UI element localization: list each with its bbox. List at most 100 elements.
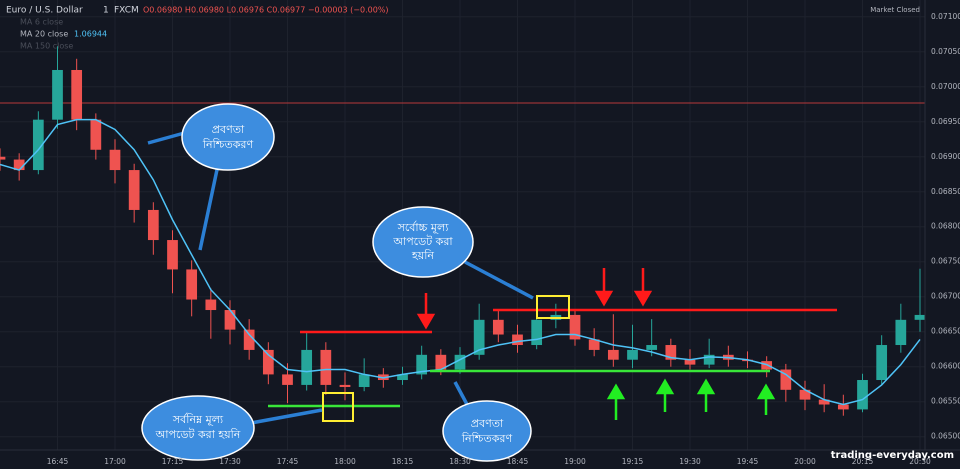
candle-body [397, 374, 408, 381]
x-tick-label: 19:30 [679, 457, 701, 466]
y-tick-label: 0.06800 [931, 222, 960, 231]
y-tick-label: 0.06850 [931, 187, 960, 196]
down-arrows [416, 268, 653, 330]
grid [0, 0, 925, 450]
x-tick-label: 17:15 [162, 457, 184, 466]
candle-body [895, 319, 907, 346]
candle-body [339, 384, 351, 388]
up-arrows [606, 378, 776, 420]
x-tick-label: 19:15 [622, 457, 644, 466]
candle-body [531, 319, 543, 346]
candle-body [52, 69, 63, 120]
candle-body [243, 329, 255, 350]
x-tick-label: 19:00 [564, 457, 586, 466]
y-tick-label: 0.06500 [931, 432, 960, 441]
candle-body [876, 345, 888, 381]
candle-body [186, 269, 198, 300]
candle-body [607, 349, 619, 360]
candle-body [147, 209, 159, 241]
candle-body [320, 349, 332, 385]
candle-body [837, 404, 849, 410]
candle-body [32, 119, 44, 171]
candle-body [703, 354, 715, 365]
candle-body [857, 380, 868, 410]
candle-body [205, 299, 217, 311]
candle-body [71, 69, 83, 120]
indicator-legend: MA 150 close [20, 42, 73, 51]
symbol-title: Euro / U.S. Dollar [6, 6, 83, 16]
candle-body [224, 310, 236, 330]
candle-body [435, 354, 447, 370]
candle-body [167, 240, 178, 270]
x-tick-label: 20:00 [794, 457, 816, 466]
x-tick-label: 16:45 [47, 457, 69, 466]
watermark: trading-everyday.com [831, 450, 954, 461]
candle-body [914, 314, 926, 320]
candle-body [128, 170, 140, 210]
interval: 1 [103, 6, 109, 16]
candle-body [627, 349, 638, 360]
candle-body [282, 374, 293, 385]
cloud-text: সর্বনিম্ন মূল্য [172, 413, 224, 426]
candle-body [818, 399, 830, 405]
candle-body [301, 349, 313, 385]
x-tick-label: 18:45 [507, 457, 529, 466]
candle-body [665, 345, 677, 360]
cloud-text: হয়নি [411, 249, 434, 262]
x-tick-label: 18:30 [449, 457, 471, 466]
y-tick-label: 0.07100 [931, 12, 960, 21]
candle-body [569, 314, 581, 340]
candle-body [588, 339, 600, 350]
x-tick-label: 18:00 [334, 457, 356, 466]
candle-body [799, 389, 811, 400]
candle-body [13, 159, 25, 171]
y-tick-label: 0.06550 [931, 397, 960, 406]
ma-line [0, 118, 921, 406]
y-tick-label: 0.06750 [931, 257, 960, 266]
candle-body [0, 156, 6, 160]
indicator-value: 1.06944 [74, 30, 107, 39]
candle-body [262, 349, 274, 375]
candle-body [780, 369, 792, 390]
x-tick-label: 19:45 [737, 457, 759, 466]
candle-body [358, 374, 370, 388]
highlight-box [536, 295, 570, 319]
cloud-text: আপডেট করা হয়নি [155, 428, 241, 441]
x-tick-label: 20:15 [852, 457, 874, 466]
callout-cloud [141, 103, 532, 462]
cloud-text: আপডেট করা [392, 235, 453, 248]
candle-body [109, 149, 121, 171]
y-tick-label: 0.07000 [931, 82, 960, 91]
y-tick-label: 0.06600 [931, 362, 960, 371]
y-tick-label: 0.06650 [931, 327, 960, 336]
x-tick-label: 17:00 [104, 457, 126, 466]
y-tick-label: 0.06900 [931, 152, 960, 161]
indicator-legend: MA 20 close [20, 30, 68, 39]
x-tick-label: 17:30 [219, 457, 241, 466]
market-status: Market Closed [870, 6, 920, 14]
x-tick-label: 17:45 [277, 457, 299, 466]
candle-body [416, 354, 428, 375]
cloud-text: সর্বোচ্চ মূল্য [397, 221, 450, 234]
y-tick-label: 0.06950 [931, 117, 960, 126]
candle-body [512, 334, 523, 346]
candle-body [454, 354, 466, 370]
cloud-text: প্রবণতা [471, 417, 504, 430]
candle-body [684, 359, 696, 365]
y-tick-label: 0.06700 [931, 292, 960, 301]
x-tick-label: 20:30 [909, 457, 931, 466]
cloud-text: নিশ্চিতকরণ [202, 138, 254, 151]
candle-body [646, 345, 658, 350]
cloud-text: নিশ্চিতকরণ [461, 432, 513, 445]
indicator-legend: MA 6 close [20, 18, 63, 27]
plot [0, 46, 926, 416]
candle-body [90, 119, 102, 150]
ohlc: O0.06980 H0.06980 L0.06976 C0.06977 −0.0… [143, 6, 389, 15]
y-tick-label: 0.07050 [931, 47, 960, 56]
candle-body [473, 319, 485, 355]
candle-body [492, 319, 504, 335]
cloud-text: প্রবণতা [212, 123, 245, 136]
